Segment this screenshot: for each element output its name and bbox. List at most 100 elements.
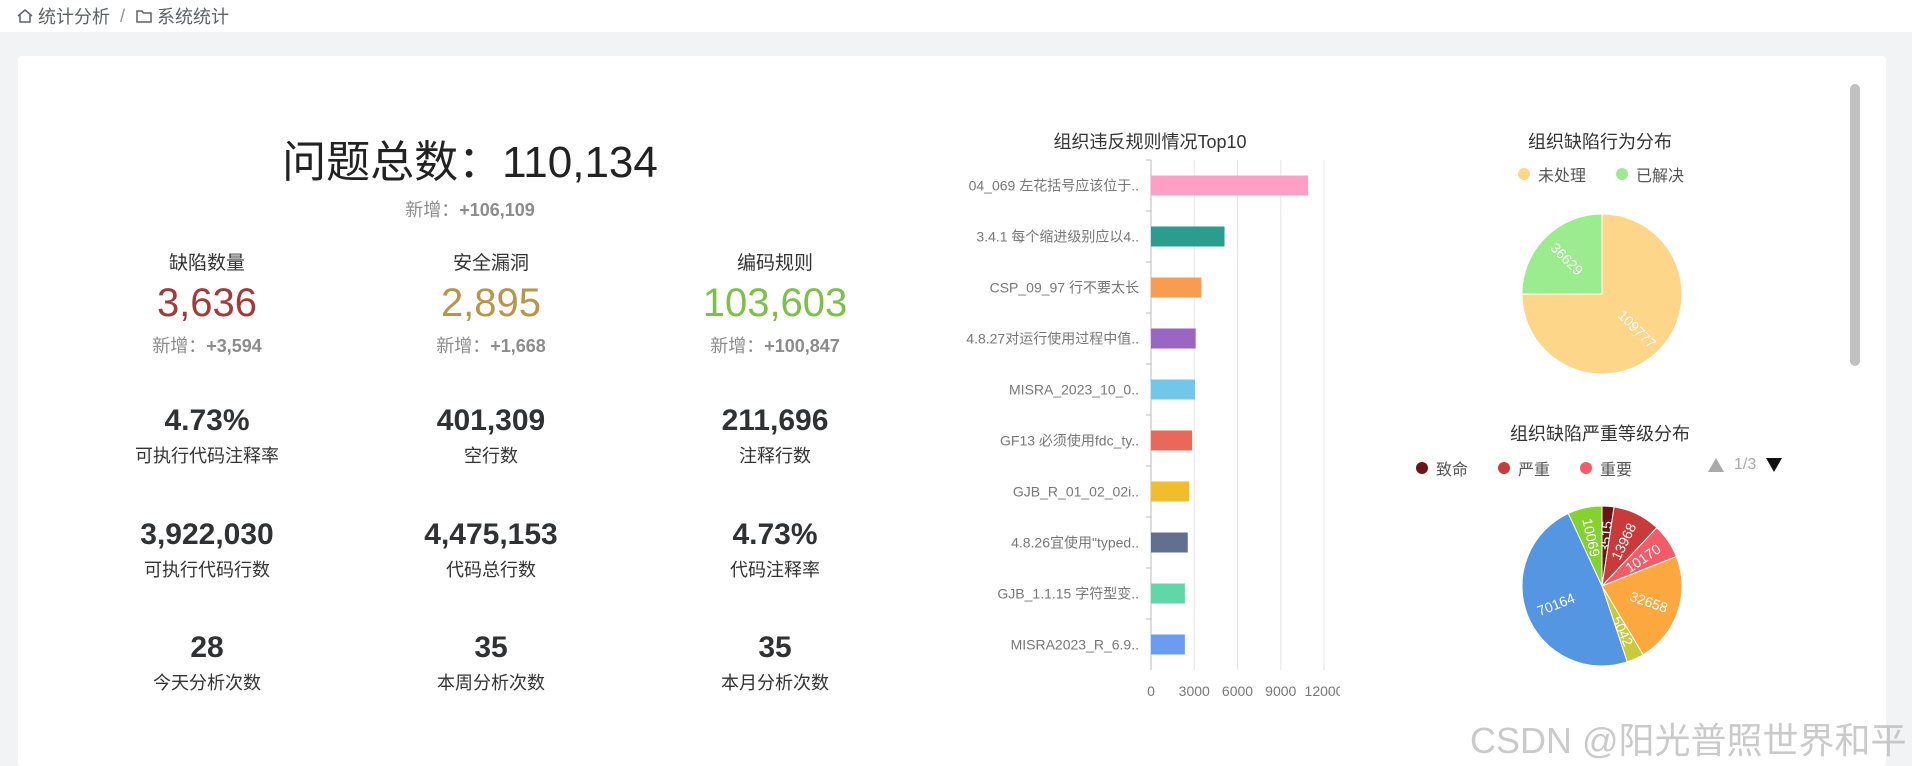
metric-month-analyses: 35 本月分析次数 (625, 631, 925, 695)
legend-item-fatal[interactable]: 致命 (1416, 456, 1468, 480)
breadcrumb-label-2: 系统统计 (157, 7, 230, 27)
category-label: MISRA_2023_10_0.. (1009, 382, 1139, 398)
legend-dot (1498, 462, 1511, 474)
category-label: 04_069 左花括号应该位于.. (969, 178, 1139, 194)
pie2-title: 组织缺陷严重等级分布 (1510, 424, 1690, 444)
metric-week-analyses: 35 本周分析次数 (341, 631, 641, 695)
bar[interactable] (1151, 175, 1309, 196)
stat-new-value: +100,847 (764, 336, 840, 356)
stat-value: 103,603 (702, 281, 848, 325)
bar[interactable] (1151, 328, 1196, 349)
legend-label: 已解决 (1636, 168, 1685, 185)
metric-label: 注释行数 (739, 446, 811, 466)
breadcrumb-label-1: 统计分析 (38, 7, 110, 27)
metric-value: 3,922,030 (140, 518, 274, 551)
legend-item-unprocessed[interactable]: 未处理 (1518, 162, 1586, 186)
pie1-title: 组织缺陷行为分布 (1528, 132, 1672, 152)
stat-new-value: +3,594 (206, 336, 262, 356)
category-label: GF13 必须使用fdc_ty.. (1000, 433, 1139, 449)
metric-today-analyses: 28 今天分析次数 (57, 631, 357, 695)
total-new-label: 新增： (405, 200, 460, 220)
x-tick-label: 9000 (1265, 683, 1296, 699)
x-tick-label: 6000 (1222, 683, 1253, 699)
bar-chart-title: 组织违反规则情况Top10 (1053, 132, 1247, 152)
metric-value: 4,475,153 (424, 518, 558, 551)
pie-slice[interactable] (1601, 555, 1683, 656)
bar[interactable] (1151, 277, 1202, 298)
metric-value: 4.73% (164, 404, 250, 437)
bar[interactable] (1151, 532, 1188, 553)
stat-new-label: 新增： (152, 336, 207, 356)
x-tick-label: 0 (1147, 683, 1155, 699)
pie-slice[interactable] (1521, 213, 1603, 295)
category-label: 3.4.1 每个缩进级别应以4.. (976, 229, 1139, 245)
bar[interactable] (1151, 583, 1185, 604)
category-label: GJB_1.1.15 字符型变.. (997, 586, 1139, 602)
breadcrumb-item-system[interactable]: 系统统计 (135, 3, 229, 29)
pie-slice[interactable] (1521, 512, 1628, 667)
total-issues: 问题总数：110,134 新增：+106,109 (250, 126, 690, 222)
metric-label: 本月分析次数 (721, 673, 829, 693)
legend-item-important[interactable]: 重要 (1580, 456, 1632, 480)
metric-label: 今天分析次数 (153, 673, 261, 693)
metric-total-lines: 4,475,153 代码总行数 (341, 518, 641, 582)
metric-exec-comment-rate: 4.73% 可执行代码注释率 (57, 404, 357, 468)
bar[interactable] (1151, 634, 1185, 655)
metric-value: 35 (758, 631, 792, 664)
total-value: 110,134 (502, 138, 658, 187)
folder-icon (136, 10, 152, 23)
stat-new-label: 新增： (436, 336, 491, 356)
breadcrumb-item-stats[interactable]: 统计分析 (16, 3, 110, 29)
metric-comment-lines: 211,696 注释行数 (625, 404, 925, 468)
metric-value: 211,696 (721, 404, 829, 437)
legend-label: 严重 (1518, 462, 1551, 479)
pie2-legend: 致命 严重 重要 (1416, 456, 1662, 480)
legend-label: 未处理 (1538, 168, 1587, 185)
legend-item-resolved[interactable]: 已解决 (1616, 162, 1684, 186)
pager-prev-icon[interactable] (1708, 458, 1724, 472)
legend-label: 致命 (1436, 462, 1469, 479)
metric-label: 可执行代码行数 (144, 560, 270, 580)
metric-value: 28 (190, 631, 224, 664)
watermark: CSDN @阳光普照世界和平 (1470, 720, 1907, 761)
home-icon (17, 9, 33, 23)
bar[interactable] (1151, 226, 1225, 247)
pager-next-icon[interactable] (1766, 458, 1783, 472)
bar[interactable] (1151, 379, 1195, 400)
breadcrumb-bar: 统计分析 / 系统统计 (0, 0, 1912, 32)
bar[interactable] (1151, 481, 1190, 502)
stat-defects: 缺陷数量 3,636 新增：+3,594 (57, 248, 357, 358)
x-tick-label: 3000 (1179, 683, 1210, 699)
stat-label: 编码规则 (736, 253, 813, 274)
category-label: 4.8.27对运行使用过程中值.. (966, 331, 1139, 347)
metric-label: 可执行代码注释率 (135, 446, 279, 466)
metric-exec-lines: 3,922,030 可执行代码行数 (57, 518, 357, 582)
pie1-legend: 未处理 已解决 (1518, 162, 1714, 186)
breadcrumb-separator: / (120, 5, 126, 26)
scrollbar-thumb[interactable] (1850, 84, 1860, 366)
stat-value: 2,895 (440, 281, 542, 325)
stat-value: 3,636 (156, 281, 258, 325)
metric-label: 代码总行数 (446, 560, 536, 580)
stat-new-value: +1,668 (490, 336, 546, 356)
metric-blank-lines: 401,309 空行数 (341, 404, 641, 468)
metric-label: 本周分析次数 (437, 673, 545, 693)
metric-value: 4.73% (732, 518, 818, 551)
legend-dot (1518, 168, 1530, 180)
stat-label: 安全漏洞 (452, 253, 529, 274)
metric-value: 35 (474, 631, 508, 664)
bar[interactable] (1151, 430, 1193, 451)
legend-dot (1580, 462, 1593, 474)
x-tick-label: 12000 (1305, 683, 1340, 699)
stat-new-label: 新增： (710, 336, 765, 356)
pie-slice[interactable] (1567, 505, 1603, 587)
total-new-value: +106,109 (459, 200, 535, 220)
stat-vulnerabilities: 安全漏洞 2,895 新增：+1,668 (341, 248, 641, 358)
legend-dot (1616, 168, 1629, 180)
stat-coding-rules: 编码规则 103,603 新增：+100,847 (625, 248, 925, 358)
legend-item-severe[interactable]: 严重 (1498, 456, 1550, 480)
rule-violation-bar-chart: 0 3000 6000 9000 12000 04_069 左花括号应该位于.. 3.4.1… (966, 159, 1340, 699)
pager-text: 1/3 (1734, 456, 1757, 473)
